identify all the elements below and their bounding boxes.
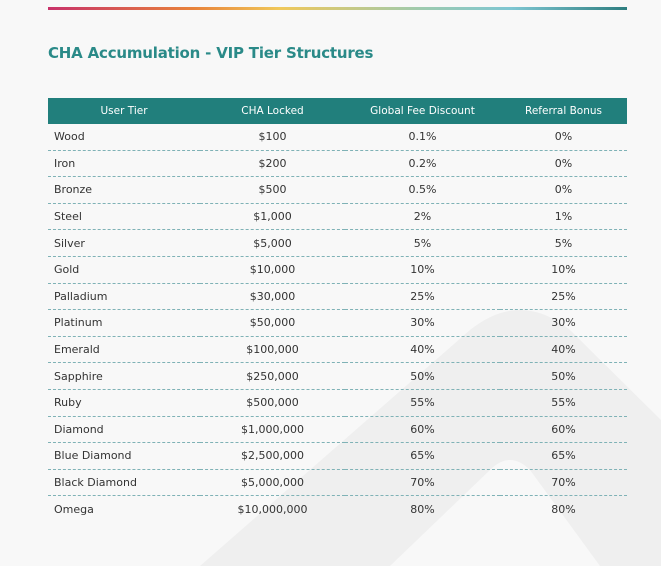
cha-locked-cell: $50,000 <box>200 309 345 337</box>
header-cha-locked: CHA Locked <box>200 98 345 124</box>
tier-cell: Palladium <box>48 283 200 311</box>
fee-discount-cell: 65% <box>345 442 500 470</box>
fee-discount-cell: 70% <box>345 469 500 497</box>
fee-discount-cell: 0.2% <box>345 150 500 178</box>
tier-cell: Blue Diamond <box>48 442 200 470</box>
referral-bonus-cell: 40% <box>500 336 627 364</box>
table-row: Diamond $1,000,000 60% 60% <box>48 416 627 444</box>
header-referral-bonus: Referral Bonus <box>500 98 627 124</box>
tier-cell: Platinum <box>48 309 200 337</box>
fee-discount-cell: 55% <box>345 389 500 417</box>
cha-locked-cell: $1,000,000 <box>200 416 345 444</box>
fee-discount-cell: 50% <box>345 362 500 390</box>
fee-discount-cell: 5% <box>345 229 500 257</box>
table-row: Iron $200 0.2% 0% <box>48 150 627 178</box>
table-row: Bronze $500 0.5% 0% <box>48 176 627 204</box>
tier-cell: Diamond <box>48 416 200 444</box>
cha-locked-cell: $1,000 <box>200 203 345 231</box>
fee-discount-cell: 60% <box>345 416 500 444</box>
cha-locked-cell: $500 <box>200 176 345 204</box>
tier-cell: Steel <box>48 203 200 231</box>
table-row: Sapphire $250,000 50% 50% <box>48 362 627 390</box>
tier-cell: Ruby <box>48 389 200 417</box>
fee-discount-cell: 0.1% <box>345 124 500 151</box>
fee-discount-cell: 40% <box>345 336 500 364</box>
tier-cell: Wood <box>48 124 200 151</box>
cha-locked-cell: $2,500,000 <box>200 442 345 470</box>
referral-bonus-cell: 80% <box>551 502 576 516</box>
cha-locked-cell: $250,000 <box>200 362 345 390</box>
tier-cell: Omega <box>54 502 94 516</box>
referral-bonus-cell: 25% <box>500 283 627 311</box>
tier-cell: Gold <box>48 256 200 284</box>
table-row: Silver $5,000 5% 5% <box>48 229 627 257</box>
tier-cell: Iron <box>48 150 200 178</box>
tier-cell: Bronze <box>48 176 200 204</box>
header-global-fee-discount: Global Fee Discount <box>345 98 500 124</box>
fee-discount-cell: 30% <box>345 309 500 337</box>
fee-discount-cell: 0.5% <box>345 176 500 204</box>
fee-discount-cell: 25% <box>345 283 500 311</box>
referral-bonus-cell: 0% <box>500 176 627 204</box>
fee-discount-cell: 10% <box>345 256 500 284</box>
table-header-row: User Tier CHA Locked Global Fee Discount… <box>48 98 627 124</box>
tier-cell: Sapphire <box>48 362 200 390</box>
referral-bonus-cell: 60% <box>500 416 627 444</box>
referral-bonus-cell: 50% <box>500 362 627 390</box>
referral-bonus-cell: 1% <box>500 203 627 231</box>
referral-bonus-cell: 0% <box>500 150 627 178</box>
vip-tier-table: User Tier CHA Locked Global Fee Discount… <box>48 98 627 522</box>
cha-locked-cell: $5,000 <box>200 229 345 257</box>
table-row: Gold $10,000 10% 10% <box>48 256 627 284</box>
cha-locked-cell: $100,000 <box>200 336 345 364</box>
tier-cell: Silver <box>48 229 200 257</box>
table-row: Black Diamond $5,000,000 70% 70% <box>48 469 627 497</box>
header-user-tier: User Tier <box>48 98 200 124</box>
tier-cell: Emerald <box>48 336 200 364</box>
referral-bonus-cell: 5% <box>500 229 627 257</box>
table-row: Blue Diamond $2,500,000 65% 65% <box>48 442 627 470</box>
fee-discount-cell: 80% <box>410 502 435 516</box>
page-title: CHA Accumulation - VIP Tier Structures <box>48 44 374 62</box>
referral-bonus-cell: 0% <box>500 124 627 151</box>
tier-cell: Black Diamond <box>48 469 200 497</box>
cha-locked-cell: $5,000,000 <box>200 469 345 497</box>
table-row: Steel $1,000 2% 1% <box>48 203 627 231</box>
referral-bonus-cell: 55% <box>500 389 627 417</box>
fee-discount-cell: 2% <box>345 203 500 231</box>
cha-locked-cell: $10,000 <box>200 256 345 284</box>
table-row: Wood $100 0.1% 0% <box>48 124 627 151</box>
table-row: Emerald $100,000 40% 40% <box>48 336 627 364</box>
referral-bonus-cell: 30% <box>500 309 627 337</box>
cha-locked-cell: $200 <box>200 150 345 178</box>
table-row: Ruby $500,000 55% 55% <box>48 389 627 417</box>
gradient-top-bar <box>48 7 627 10</box>
cha-locked-cell: $10,000,000 <box>237 502 308 516</box>
referral-bonus-cell: 10% <box>500 256 627 284</box>
cha-locked-cell: $30,000 <box>200 283 345 311</box>
cha-locked-cell: $100 <box>200 124 345 151</box>
table-row: Palladium $30,000 25% 25% <box>48 283 627 311</box>
cha-locked-cell: $500,000 <box>200 389 345 417</box>
table-row: Omega $10,000,000 80% 80% <box>48 496 627 522</box>
referral-bonus-cell: 70% <box>500 469 627 497</box>
table-row: Platinum $50,000 30% 30% <box>48 309 627 337</box>
referral-bonus-cell: 65% <box>500 442 627 470</box>
